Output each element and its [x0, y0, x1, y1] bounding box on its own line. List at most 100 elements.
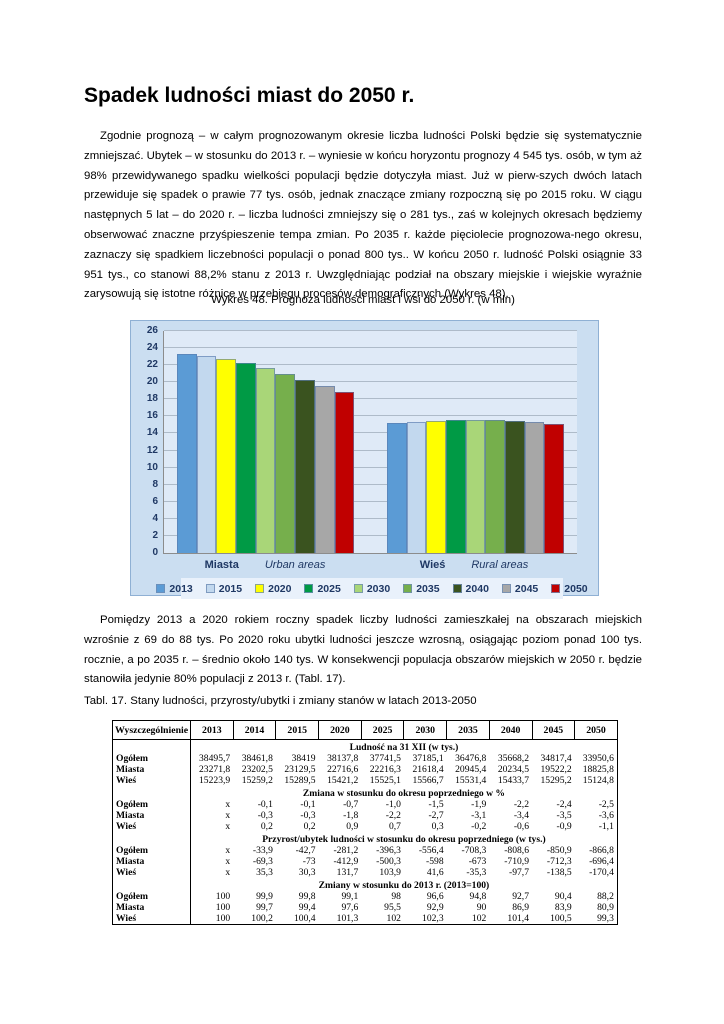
table-cell: 99,7	[256, 902, 273, 913]
table-cell: 30,3	[298, 867, 316, 878]
table-cell: 103,9	[379, 867, 401, 878]
legend-swatch	[353, 584, 363, 593]
table-column-header: 2014	[232, 720, 277, 740]
table-cell: 99,4	[298, 902, 316, 913]
table-cell: 38419	[291, 753, 316, 764]
table-cell: 0,3	[431, 821, 444, 832]
table-cell: 131,7	[336, 867, 359, 878]
table-cell: 100	[215, 913, 231, 924]
legend-label: 2013	[169, 582, 193, 595]
table-cell: -2,5	[598, 799, 614, 810]
table-cell: 80,9	[597, 902, 614, 913]
table-cell: 33950,6	[582, 753, 614, 764]
table-section-header: Zmiany w stosunku do 2013 r. (2013=100)	[318, 880, 490, 891]
legend-swatch	[304, 584, 314, 593]
table-cell: 37741,5	[369, 753, 401, 764]
table-row: Wieś x 0,2 0,2 0,9 0,7 0,3 -0,2 -0,6 -0,9 -1,1	[112, 821, 618, 832]
table-row-label: Miasta	[112, 856, 191, 867]
table-cell: 36476,8	[455, 753, 487, 764]
paragraph-intro: Zgodnie prognozą – w całym prognozowanym…	[84, 130, 642, 301]
table-column-header: 2025	[360, 720, 405, 740]
table-section-row: Przyrost/ubytek ludności w stosunku do o…	[112, 832, 618, 845]
table-cell: 100,5	[550, 913, 572, 924]
table-cell: 15124,8	[582, 775, 614, 786]
table-cell: 92,9	[426, 902, 444, 913]
table-section-header: Zmiana w stosunku do okresu poprzedniego…	[302, 788, 505, 799]
table-column-header: Wyszczególnienie	[112, 720, 191, 740]
table-cell: 22716,6	[327, 764, 359, 775]
table-cell: -500,3	[376, 856, 401, 867]
table-cell: -1,0	[385, 799, 401, 810]
legend-swatch	[205, 584, 215, 593]
table-cell: 19522,2	[540, 764, 572, 775]
table-cell: -0,6	[513, 821, 529, 832]
table-row: Wieś 100 100,2 100,4 101,3 102 102,3 102 101,4 10…	[112, 913, 618, 925]
table-cell: -0,3	[300, 810, 316, 821]
table-cell: 97,6	[341, 902, 359, 913]
table-cell: 23129,5	[284, 764, 316, 775]
table-cell: -0,1	[300, 799, 316, 810]
table-cell: -2,2	[385, 810, 401, 821]
bar-2020	[216, 359, 237, 553]
table-row-label: Ogółem	[112, 799, 191, 810]
table-cell: 15259,2	[241, 775, 273, 786]
bar-2025	[445, 420, 466, 553]
table-cell: -281,2	[333, 845, 359, 856]
table-cell: 95,5	[384, 902, 401, 913]
legend-swatch	[156, 584, 166, 593]
table-cell: 101,3	[336, 913, 359, 924]
legend-label: 2030	[366, 582, 391, 595]
bar-2040	[295, 380, 315, 553]
y-tick-label: 0	[152, 547, 158, 558]
table-cell: -1,8	[343, 810, 359, 821]
population-forecast-chart: 0 2 4 6 8 10 12 14 16 18 20 22 24 26 Miasta Urban area…	[130, 320, 599, 599]
table-cell: -33,9	[252, 845, 273, 856]
table-cell: -850,9	[546, 845, 572, 856]
chart-plot-area	[163, 330, 577, 554]
y-tick-label: 4	[152, 512, 158, 524]
bar-2035	[485, 420, 505, 553]
table-header: Wyszczególnienie 2013 2014 2015 2020 2025 2030…	[112, 720, 618, 740]
table-cell: 41,6	[426, 867, 444, 878]
table-cell: 0,2	[303, 821, 316, 832]
table-cell: x	[225, 799, 231, 810]
table-row-label: Wieś	[112, 775, 191, 786]
y-tick-label: 2	[152, 529, 158, 541]
group-label-pl: Miasta	[204, 559, 239, 571]
y-tick-label: 16	[146, 410, 158, 422]
table-cell: -710,9	[504, 856, 529, 867]
x-axis-group-label: Miasta Urban areas	[176, 559, 354, 571]
table-cell: 15223,9	[199, 775, 231, 786]
legend-item: 2013	[156, 582, 193, 595]
table-cell: 99,8	[298, 891, 316, 902]
table-cell: 100,2	[251, 913, 273, 924]
table-row: Ogółem x -33,9 -42,7 -281,2 -396,3 -556,4 -708,…	[112, 845, 618, 856]
table-cell: x	[225, 856, 231, 867]
gridline	[164, 467, 577, 468]
table-cell: 37185,1	[412, 753, 444, 764]
legend-swatch	[403, 584, 413, 593]
gridline	[164, 518, 577, 519]
page-title: Spadek ludności miast do 2050 r.	[84, 84, 415, 107]
legend-item: 2045	[501, 583, 538, 595]
y-tick-label: 10	[146, 461, 158, 473]
y-tick-label: 22	[146, 359, 158, 371]
gridline	[164, 432, 577, 433]
table-cell: -138,5	[546, 867, 572, 878]
y-tick-label: 14	[146, 427, 158, 439]
table-row: Ogółem x -0,1 -0,1 -0,7 -1,0 -1,5 -1,9 -2,2 -2,4 -…	[112, 799, 618, 810]
table-cell: 20234,5	[497, 764, 529, 775]
table-cell: 22216,3	[369, 764, 401, 775]
table-cell: -0,1	[257, 799, 273, 810]
table-section-header: Ludność na 31 XII (w tys.)	[349, 742, 459, 753]
table-cell	[112, 878, 191, 891]
group-label-en: Rural areas	[471, 559, 529, 571]
table-column-header: 2020	[318, 720, 362, 740]
table-cell: -696,4	[589, 856, 614, 867]
table-cell	[112, 786, 191, 799]
table-row-label: Ogółem	[112, 753, 191, 764]
bar-2050	[544, 424, 564, 553]
table-row: Wieś 15223,9 15259,2 15289,5 15421,2 15525,1 1…	[112, 775, 618, 786]
table-cell: -2,7	[428, 810, 444, 821]
